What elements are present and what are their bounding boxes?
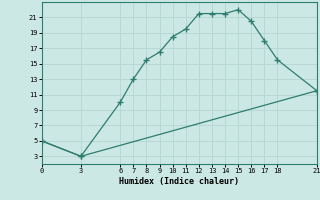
X-axis label: Humidex (Indice chaleur): Humidex (Indice chaleur) <box>119 177 239 186</box>
